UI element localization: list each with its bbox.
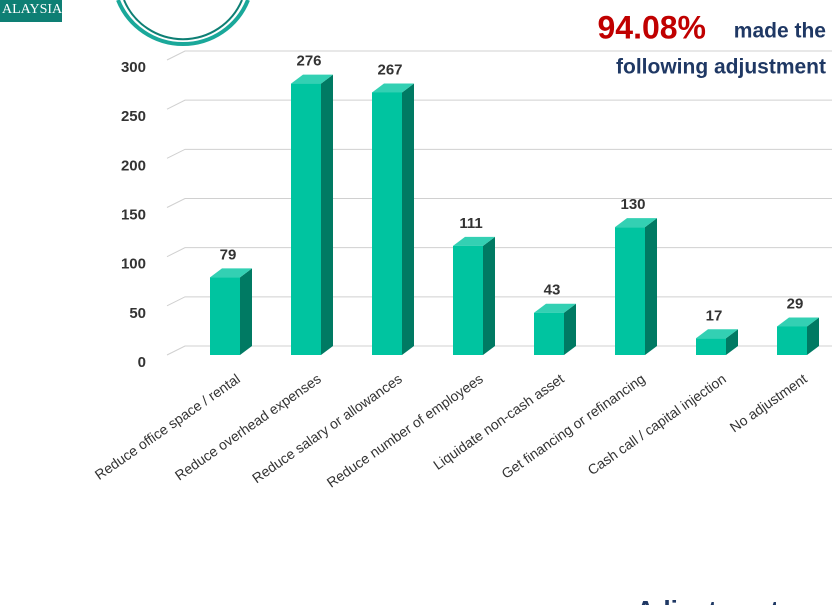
bar-top	[291, 74, 333, 84]
bar-side	[240, 268, 252, 355]
bar-side	[807, 317, 819, 355]
logo-box	[0, 0, 62, 22]
bar-front	[210, 277, 240, 355]
title-highlight: 94.08%	[597, 9, 706, 45]
y-tick-label: 150	[121, 206, 146, 223]
value-label: 79	[220, 246, 237, 263]
x-tick-label: Reduce overhead expenses	[172, 370, 324, 483]
bar	[372, 83, 414, 355]
x-tick-label: No adjustment	[727, 370, 810, 435]
x-tick-label: Liquidate non-cash asset	[430, 370, 567, 472]
y-tick-label: 50	[129, 305, 146, 322]
bar-side	[645, 218, 657, 355]
bar-side	[402, 83, 414, 355]
bar-side	[564, 303, 576, 355]
x-tick-label: Get financing or refinancing	[498, 370, 647, 481]
bar-front	[777, 326, 807, 355]
value-label: 276	[296, 53, 321, 70]
bar-top	[210, 268, 252, 278]
grid-line	[166, 50, 832, 61]
bar-top	[615, 218, 657, 228]
grid-line	[166, 296, 832, 307]
bar-side	[726, 329, 738, 355]
title-rest: made the	[734, 20, 826, 43]
value-label: 17	[706, 307, 723, 324]
y-tick-label: 100	[121, 256, 146, 273]
bar	[210, 268, 252, 355]
y-tick-label: 0	[138, 354, 146, 371]
x-tick-label: Reduce number of employees	[324, 370, 486, 490]
bar	[615, 218, 657, 355]
bar	[453, 236, 495, 355]
y-tick-label: 200	[121, 157, 146, 174]
logo-arc-inner	[123, 0, 243, 41]
logo-text: ALAYSIA	[2, 2, 63, 17]
bar-side	[321, 74, 333, 355]
value-label: 130	[620, 196, 645, 213]
grid-line	[166, 247, 832, 258]
bar-front	[534, 312, 564, 355]
bar-front	[291, 83, 321, 355]
bar-side	[483, 236, 495, 355]
bar-front	[696, 338, 726, 355]
value-label: 29	[787, 295, 804, 312]
bar	[777, 317, 819, 355]
bar	[696, 329, 738, 355]
y-tick-label: 250	[121, 108, 146, 125]
value-label: 111	[459, 215, 482, 232]
value-label: 43	[544, 282, 561, 299]
bar-top	[696, 329, 738, 339]
bar	[291, 74, 333, 355]
bar-top	[777, 317, 819, 327]
x-tick-label: Cash call / capital injection	[585, 370, 729, 478]
grid-line	[166, 99, 832, 110]
x-tick-label: Reduce office space / rental	[92, 370, 243, 483]
x-tick-label: Reduce salary or allowances	[249, 370, 405, 486]
footer-text: Adjustment	[636, 595, 779, 605]
grid-line	[166, 148, 832, 159]
bar-front	[615, 227, 645, 355]
y-tick-label: 300	[121, 59, 146, 76]
bar-top	[534, 303, 576, 313]
bar-top	[372, 83, 414, 93]
title-line2: following adjustment	[616, 56, 826, 79]
grid-line	[166, 198, 832, 208]
bar-front	[372, 92, 402, 355]
bar-top	[453, 236, 495, 246]
value-label: 267	[377, 61, 402, 78]
bar-front	[453, 245, 483, 355]
bar	[534, 303, 576, 355]
logo-arc	[116, 0, 250, 47]
